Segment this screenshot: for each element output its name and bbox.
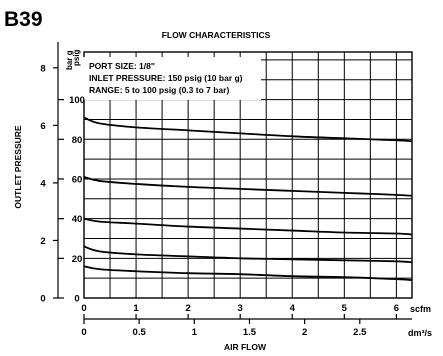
- model-code: B39: [4, 8, 43, 31]
- x-tick-label-dm3s: 0: [81, 327, 86, 338]
- y-axis-label: OUTLET PRESSURE: [13, 125, 23, 208]
- y-tick-label-psig: 80: [72, 135, 83, 146]
- y-tick-label-psig: 100: [69, 95, 85, 106]
- x-axis-label: AIR FLOW: [224, 342, 267, 352]
- y-unit-bar: bar g: [65, 50, 74, 70]
- y-tick-label-bar: 2: [40, 236, 45, 247]
- x-tick-labels: 0 1 2 3 4 5 6 0 0.5 1 1.5 2 2.5: [81, 303, 412, 338]
- x-tick-label-scfm: 2: [185, 303, 190, 314]
- x-unit-dm3s: dm³/s: [408, 328, 432, 338]
- annotation-port-size: PORT SIZE: 1/8": [89, 61, 155, 71]
- flow-curve-3: [83, 217, 413, 236]
- annotation-inlet-pressure: INLET PRESSURE: 150 psig (10 bar g): [89, 73, 243, 83]
- x-tick-label-dm3s: 2.5: [353, 327, 367, 338]
- flow-curves: [83, 116, 413, 282]
- x-tick-label-scfm: 3: [238, 303, 243, 314]
- y-tick-label-psig: 20: [72, 254, 83, 265]
- y-tick-label-bar: 4: [40, 178, 46, 189]
- x-tick-label-scfm: 0: [81, 303, 86, 314]
- flow-curve-5: [83, 265, 413, 282]
- y-tick-label-psig: 40: [72, 214, 83, 225]
- x-tick-label-dm3s: 0.5: [133, 327, 147, 338]
- flow-curve-2: [83, 176, 413, 197]
- y-tick-label-psig: 0: [74, 294, 79, 305]
- y-tick-label-bar: 0: [40, 294, 45, 305]
- x-tick-label-scfm: 5: [342, 303, 348, 314]
- x-unit-scfm: scfm: [410, 304, 431, 314]
- x-tick-label-dm3s: 2: [302, 327, 307, 338]
- annotation-range: RANGE: 5 to 100 psig (0.3 to 7 bar): [89, 85, 229, 95]
- y-unit-psig: psig: [72, 49, 81, 66]
- y-tick-label-bar: 8: [40, 63, 45, 74]
- x-tick-label-scfm: 6: [394, 303, 399, 314]
- x-tick-label-scfm: 4: [290, 303, 296, 314]
- flow-curve-4: [83, 245, 413, 264]
- y-tick-labels: 0 20 40 60 80 100 0 2 4 6 8: [40, 42, 85, 305]
- chart-title: FLOW CHARACTERISTICS: [162, 30, 271, 40]
- x-tick-label-scfm: 1: [133, 303, 139, 314]
- x-tick-label-dm3s: 1: [192, 327, 198, 338]
- y-tick-label-psig: 60: [72, 174, 83, 185]
- x-tick-label-dm3s: 1.5: [243, 327, 257, 338]
- flow-curve-1: [83, 116, 413, 143]
- annotation-background: [83, 57, 261, 100]
- y-tick-label-bar: 6: [40, 121, 45, 132]
- plot-frame: [83, 51, 413, 299]
